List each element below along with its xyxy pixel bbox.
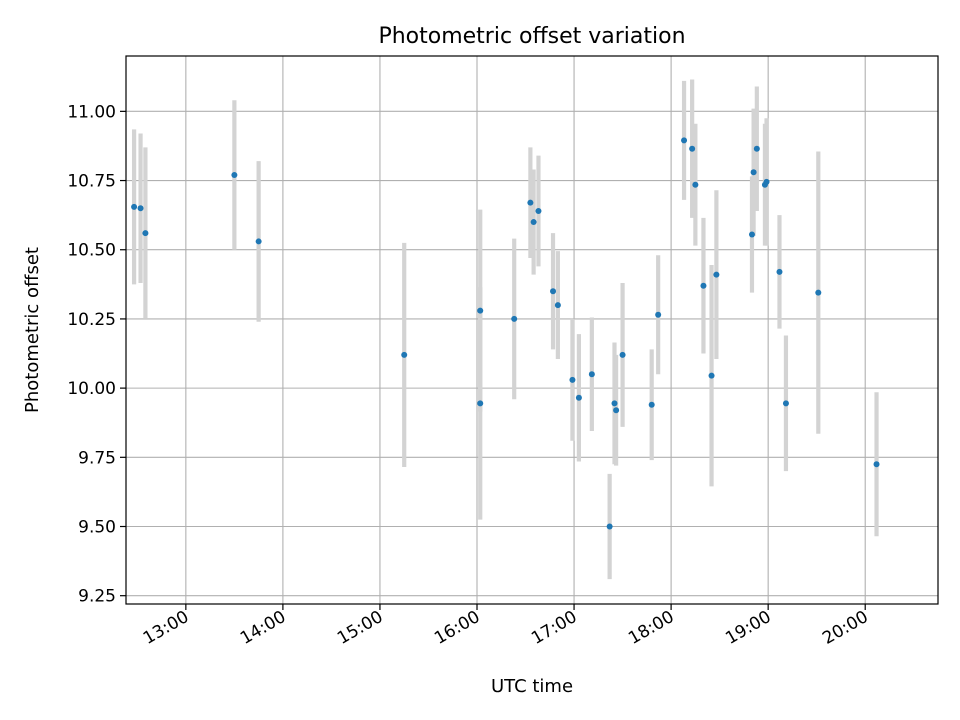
data-point <box>401 351 408 358</box>
data-point <box>231 172 238 179</box>
x-axis-label: UTC time <box>491 676 573 697</box>
y-tick-label: 10.75 <box>67 172 116 192</box>
data-point <box>873 461 880 468</box>
data-point <box>550 288 557 295</box>
x-tick-label: 19:00 <box>722 607 774 649</box>
data-point <box>750 169 757 176</box>
data-point <box>692 181 699 188</box>
data-point <box>527 199 534 206</box>
grid <box>126 56 938 604</box>
x-tick-label: 16:00 <box>431 607 483 649</box>
y-tick-label: 10.50 <box>67 241 116 261</box>
y-tick-label: 11.00 <box>67 102 116 122</box>
data-point <box>748 231 755 238</box>
x-axis: 13:00 14:00 15:00 16:00 17:00 18:00 19:00 20:00 <box>140 604 872 649</box>
data-point <box>477 400 484 407</box>
x-tick-label: 17:00 <box>528 607 580 649</box>
data-point <box>619 351 626 358</box>
x-tick-label: 15:00 <box>334 607 386 649</box>
chart-title: Photometric offset variation <box>378 24 685 49</box>
data-point <box>700 282 707 289</box>
data-point <box>137 205 144 212</box>
data-point <box>530 219 537 226</box>
data-point <box>753 145 760 152</box>
data-point <box>689 145 696 152</box>
data-point <box>142 230 149 237</box>
data-point <box>575 394 582 401</box>
errorbars <box>131 79 879 580</box>
data-markers <box>131 137 880 530</box>
data-point <box>776 268 783 275</box>
data-point <box>511 315 518 322</box>
data-point <box>613 407 620 414</box>
plot-frame <box>125 55 939 605</box>
data-point <box>554 302 561 309</box>
data-point <box>255 238 262 245</box>
x-tick-label: 20:00 <box>819 607 871 649</box>
data-point <box>569 376 576 383</box>
x-tick-label: 18:00 <box>625 607 677 649</box>
data-point <box>782 400 789 407</box>
data-point <box>713 271 720 278</box>
data-point <box>606 523 613 530</box>
x-tick-label: 13:00 <box>140 607 192 649</box>
data-point <box>763 178 770 185</box>
y-tick-label: 9.50 <box>78 518 116 538</box>
data-point <box>815 289 822 296</box>
data-point <box>131 203 138 210</box>
data-point <box>655 311 662 318</box>
data-point <box>588 371 595 378</box>
y-tick-label: 9.75 <box>78 448 116 468</box>
y-axis: 9.25 9.50 9.75 10.00 10.25 10.50 10.75 11.00 <box>67 102 126 607</box>
data-point <box>535 207 542 214</box>
data-point <box>681 137 688 144</box>
y-tick-label: 10.25 <box>67 310 116 330</box>
x-tick-label: 14:00 <box>237 607 289 649</box>
y-tick-label: 10.00 <box>67 379 116 399</box>
data-point <box>477 307 484 314</box>
data-point <box>708 372 715 379</box>
y-axis-label: Photometric offset <box>22 247 43 413</box>
y-tick-label: 9.25 <box>78 587 116 607</box>
data-point <box>611 400 618 407</box>
data-point <box>648 401 655 408</box>
